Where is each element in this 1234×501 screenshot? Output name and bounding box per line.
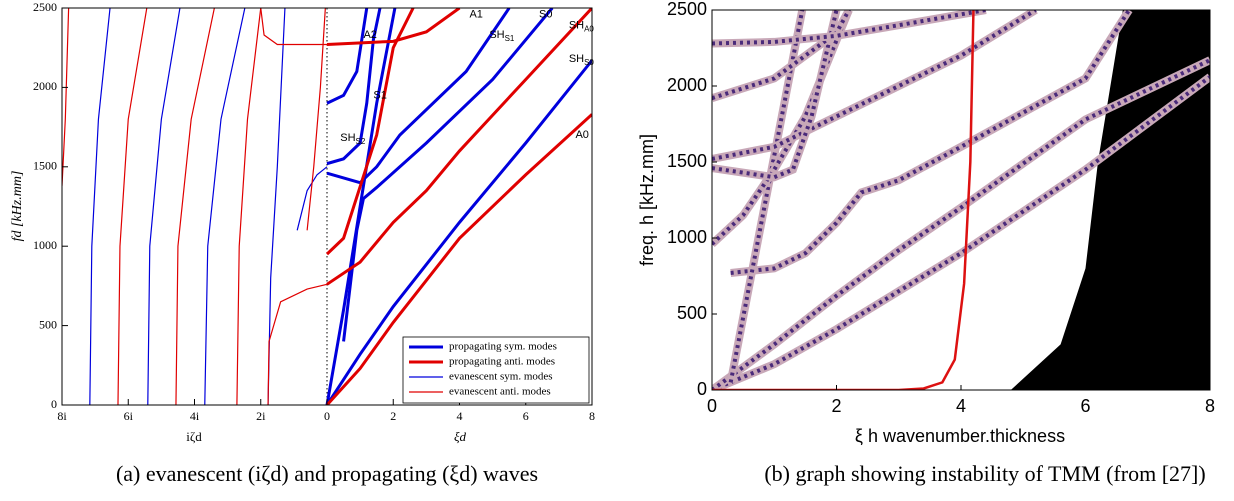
label-sub: A0 — [584, 25, 594, 34]
mode-curve — [89, 8, 111, 405]
mode-curve — [712, 10, 987, 46]
mode-curve — [267, 283, 328, 405]
mode-curve — [342, 8, 554, 342]
curve-label: SHS1 — [489, 29, 515, 43]
mode-curve — [325, 8, 415, 256]
x-tick-label: 6 — [1080, 396, 1090, 416]
mode-curve — [712, 10, 839, 180]
y-tick-label: 0 — [697, 379, 707, 399]
mode-curve — [730, 10, 1131, 275]
legend-label: propagating sym. modes — [449, 341, 557, 353]
mode-curve — [325, 113, 592, 405]
y-tick-label: 2000 — [667, 75, 707, 95]
x-tick-label: 4 — [457, 409, 463, 423]
label-text: A2 — [363, 29, 376, 41]
mode-curve — [117, 8, 148, 405]
plot-area — [712, 10, 1210, 390]
y-tick-label: 1000 — [667, 227, 707, 247]
mode-curve — [728, 10, 805, 383]
x-tick-label: 6 — [523, 409, 529, 423]
x-tick-label: 4i — [190, 409, 200, 423]
label-sub: S2 — [356, 137, 366, 146]
curve-label: A1 — [469, 8, 482, 20]
mode-curve — [260, 8, 327, 46]
x-tick-label: 8 — [1205, 396, 1215, 416]
mode-curve — [236, 8, 262, 405]
x-axis-label: ξd — [454, 429, 467, 444]
mode-curve — [325, 8, 397, 405]
mode-curve — [712, 75, 1210, 390]
x-tick-label: 2i — [256, 409, 266, 423]
label-text: S0 — [539, 8, 552, 20]
label-text: SH — [569, 19, 584, 31]
plot-area — [62, 8, 592, 405]
mode-curve — [147, 8, 181, 405]
curve-label: A0 — [575, 129, 588, 141]
y-tick-label: 500 — [677, 303, 707, 323]
x-tick-label: 2 — [390, 409, 396, 423]
mode-curve — [326, 8, 592, 286]
x-axis-label: iζd — [186, 429, 202, 444]
legend-label: evanescent sym. modes — [449, 371, 553, 383]
label-text: SH — [340, 132, 355, 144]
x-tick-label: 2 — [831, 396, 841, 416]
label-sub: S0 — [584, 58, 594, 67]
y-tick-label: 1500 — [33, 159, 57, 173]
mode-curve — [325, 59, 592, 405]
y-tick-label: 2500 — [33, 0, 57, 14]
label-text: SH — [569, 53, 584, 65]
mode-curve — [326, 8, 382, 166]
y-tick-label: 1500 — [667, 151, 707, 171]
y-tick-label: 500 — [39, 317, 57, 331]
curve-label: SHS2 — [340, 132, 366, 146]
caption: (b) graph showing instability of TMM (fr… — [764, 461, 1205, 486]
label-sub: S1 — [505, 34, 515, 43]
x-tick-label: 0 — [707, 396, 717, 416]
mode-curve — [175, 8, 215, 405]
curve-label: SHS0 — [569, 53, 595, 67]
mode-curve — [326, 8, 369, 105]
y-axis-label: freq. h [kHz.mm] — [637, 134, 657, 266]
x-tick-label: 8i — [57, 409, 67, 423]
mode-curve — [326, 8, 511, 185]
label-text: SH — [489, 29, 504, 41]
y-tick-label: 2000 — [33, 79, 57, 93]
curve-label: S0 — [539, 8, 552, 20]
mode-curve — [306, 8, 326, 231]
x-axis-label: ξ h wavenumber.thickness — [855, 426, 1065, 446]
x-tick-label: 4 — [956, 396, 966, 416]
mode-curve — [267, 8, 286, 405]
curve-label: SHA0 — [569, 19, 595, 33]
mode-curve — [296, 166, 328, 231]
mode-curve — [326, 8, 461, 47]
y-tick-label: 1000 — [33, 238, 57, 252]
mode-curve — [712, 10, 851, 101]
label-text: A1 — [469, 8, 482, 20]
curve-label: A2 — [363, 29, 376, 41]
x-tick-label: 0 — [324, 409, 330, 423]
legend-label: propagating anti. modes — [449, 356, 555, 368]
legend-label: evanescent anti. modes — [449, 386, 551, 398]
label-text: S1 — [373, 89, 386, 101]
mode-curve — [62, 8, 70, 186]
curve-label: S1 — [373, 89, 386, 101]
x-tick-label: 8 — [589, 409, 595, 423]
mode-curve — [712, 58, 1210, 390]
mode-curve — [204, 8, 246, 405]
caption: (a) evanescent (iζd) and propagating (ξd… — [116, 461, 538, 486]
label-text: A0 — [575, 129, 588, 141]
instability-region — [1010, 10, 1210, 390]
y-axis-label: fd [kHz.mm] — [10, 171, 25, 242]
y-tick-label: 0 — [51, 397, 57, 411]
y-tick-label: 2500 — [667, 0, 707, 19]
x-tick-label: 6i — [124, 409, 134, 423]
